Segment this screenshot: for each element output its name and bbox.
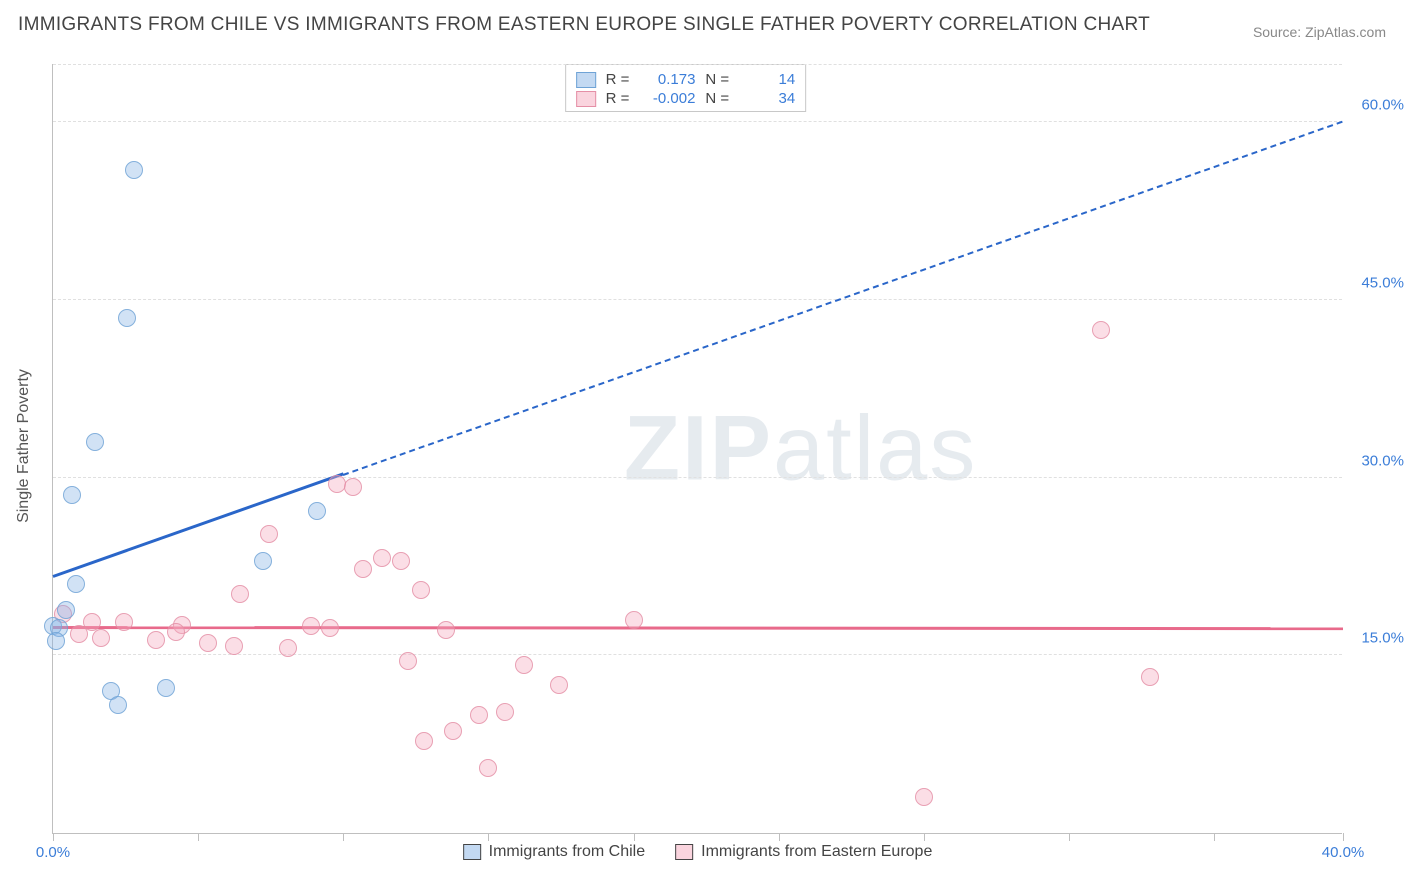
swatch-series-b xyxy=(576,91,596,107)
legend-label-a: Immigrants from Chile xyxy=(489,843,645,861)
x-tick xyxy=(1214,833,1215,841)
trend-line xyxy=(53,626,1343,630)
x-tick xyxy=(924,833,925,841)
x-tick xyxy=(488,833,489,841)
data-point xyxy=(328,475,346,493)
data-point xyxy=(550,676,568,694)
data-point xyxy=(86,433,104,451)
legend-swatch-b xyxy=(675,844,693,860)
data-point xyxy=(392,552,410,570)
data-point xyxy=(399,652,417,670)
y-axis-label: Single Father Poverty xyxy=(15,369,33,523)
data-point xyxy=(625,611,643,629)
n-label: N = xyxy=(705,90,729,107)
data-point xyxy=(118,309,136,327)
data-point xyxy=(279,639,297,657)
n-label: N = xyxy=(705,71,729,88)
swatch-series-a xyxy=(576,72,596,88)
y-tick-label: 60.0% xyxy=(1348,97,1404,114)
stats-row-a: R = 0.173 N = 14 xyxy=(576,71,796,88)
data-point xyxy=(254,552,272,570)
data-point xyxy=(515,656,533,674)
y-tick-label: 30.0% xyxy=(1348,452,1404,469)
x-tick xyxy=(343,833,344,841)
data-point xyxy=(308,502,326,520)
legend-swatch-a xyxy=(463,844,481,860)
legend-item-a: Immigrants from Chile xyxy=(463,843,645,861)
x-tick-label: 0.0% xyxy=(36,844,70,861)
data-point xyxy=(199,634,217,652)
data-point xyxy=(70,625,88,643)
gridline xyxy=(53,477,1342,478)
trend-line xyxy=(53,473,344,578)
x-tick xyxy=(779,833,780,841)
x-tick xyxy=(1343,833,1344,841)
gridline xyxy=(53,64,1342,65)
data-point xyxy=(1141,668,1159,686)
x-tick xyxy=(53,833,54,841)
n-value-a: 14 xyxy=(739,71,795,88)
data-point xyxy=(231,585,249,603)
data-point xyxy=(437,621,455,639)
data-point xyxy=(147,631,165,649)
data-point xyxy=(67,575,85,593)
data-point xyxy=(125,161,143,179)
data-point xyxy=(479,759,497,777)
data-point xyxy=(109,696,127,714)
gridline xyxy=(53,299,1342,300)
data-point xyxy=(115,613,133,631)
data-point xyxy=(167,623,185,641)
gridline xyxy=(53,121,1342,122)
data-point xyxy=(47,632,65,650)
data-point xyxy=(354,560,372,578)
gridline xyxy=(53,654,1342,655)
bottom-legend: Immigrants from Chile Immigrants from Ea… xyxy=(463,843,933,861)
watermark: ZIPatlas xyxy=(624,396,977,501)
data-point xyxy=(444,722,462,740)
x-tick xyxy=(634,833,635,841)
plot-area: ZIPatlas R = 0.173 N = 14 R = -0.002 N =… xyxy=(52,64,1342,834)
y-tick-label: 15.0% xyxy=(1348,630,1404,647)
data-point xyxy=(415,732,433,750)
legend-item-b: Immigrants from Eastern Europe xyxy=(675,843,932,861)
data-point xyxy=(157,679,175,697)
data-point xyxy=(63,486,81,504)
r-value-b: -0.002 xyxy=(639,90,695,107)
chart-title: IMMIGRANTS FROM CHILE VS IMMIGRANTS FROM… xyxy=(18,14,1150,36)
r-label: R = xyxy=(606,90,630,107)
source-label: Source: ZipAtlas.com xyxy=(1253,24,1386,40)
watermark-zip: ZIP xyxy=(624,397,773,499)
stats-row-b: R = -0.002 N = 34 xyxy=(576,90,796,107)
data-point xyxy=(302,617,320,635)
legend-label-b: Immigrants from Eastern Europe xyxy=(701,843,932,861)
data-point xyxy=(1092,321,1110,339)
data-point xyxy=(373,549,391,567)
data-point xyxy=(92,629,110,647)
x-tick xyxy=(198,833,199,841)
data-point xyxy=(915,788,933,806)
y-tick-label: 45.0% xyxy=(1348,274,1404,291)
chart-container: IMMIGRANTS FROM CHILE VS IMMIGRANTS FROM… xyxy=(0,0,1406,892)
data-point xyxy=(470,706,488,724)
data-point xyxy=(321,619,339,637)
data-point xyxy=(344,478,362,496)
data-point xyxy=(225,637,243,655)
r-label: R = xyxy=(606,71,630,88)
data-point xyxy=(57,601,75,619)
data-point xyxy=(496,703,514,721)
r-value-a: 0.173 xyxy=(639,71,695,88)
data-point xyxy=(412,581,430,599)
x-tick-label: 40.0% xyxy=(1322,844,1365,861)
n-value-b: 34 xyxy=(739,90,795,107)
data-point xyxy=(260,525,278,543)
stats-legend-box: R = 0.173 N = 14 R = -0.002 N = 34 xyxy=(565,64,807,112)
watermark-atlas: atlas xyxy=(773,397,977,499)
x-tick xyxy=(1069,833,1070,841)
